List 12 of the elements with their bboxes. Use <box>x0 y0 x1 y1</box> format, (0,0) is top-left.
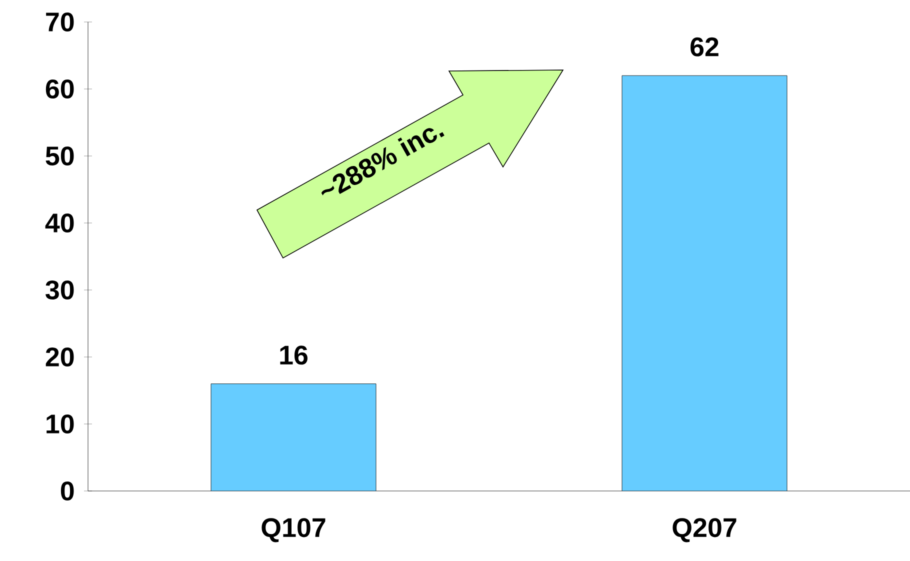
y-tick-label: 50 <box>46 146 74 166</box>
data-label: 62 <box>690 37 718 56</box>
y-tick-label: 70 <box>46 12 74 32</box>
y-tick-label: 20 <box>46 347 74 367</box>
y-tick-label: 10 <box>46 414 74 434</box>
x-tick-label: Q107 <box>262 518 326 542</box>
x-tick-label: Q207 <box>672 518 736 542</box>
y-tick-label: 40 <box>45 213 74 233</box>
y-tick-label: 60 <box>46 79 74 99</box>
y-tick-label: 30 <box>46 280 74 300</box>
y-tick-label: 0 <box>60 481 74 501</box>
data-label: 16 <box>280 346 308 365</box>
